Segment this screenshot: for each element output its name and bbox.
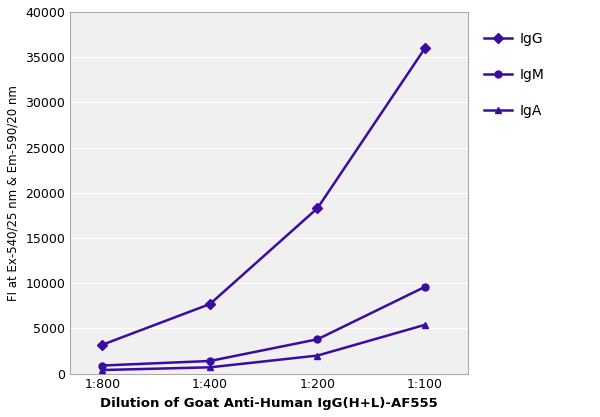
IgA	[314, 353, 321, 358]
X-axis label: Dilution of Goat Anti-Human IgG(H+L)-AF555: Dilution of Goat Anti-Human IgG(H+L)-AF5…	[100, 397, 438, 410]
IgG	[99, 342, 106, 347]
Line: IgG: IgG	[99, 45, 428, 348]
IgG	[206, 301, 214, 306]
Legend: IgG, IgM, IgA: IgG, IgM, IgA	[479, 26, 550, 124]
IgA	[99, 367, 106, 372]
IgA	[206, 365, 214, 370]
IgM	[99, 363, 106, 368]
IgG	[421, 45, 428, 50]
IgM	[421, 284, 428, 289]
IgM	[314, 337, 321, 342]
Line: IgM: IgM	[99, 284, 428, 369]
IgA	[421, 322, 428, 327]
Y-axis label: FI at Ex-540/25 nm & Em-590/20 nm: FI at Ex-540/25 nm & Em-590/20 nm	[7, 85, 20, 301]
IgM	[206, 359, 214, 364]
Line: IgA: IgA	[99, 322, 428, 374]
IgG	[314, 206, 321, 211]
